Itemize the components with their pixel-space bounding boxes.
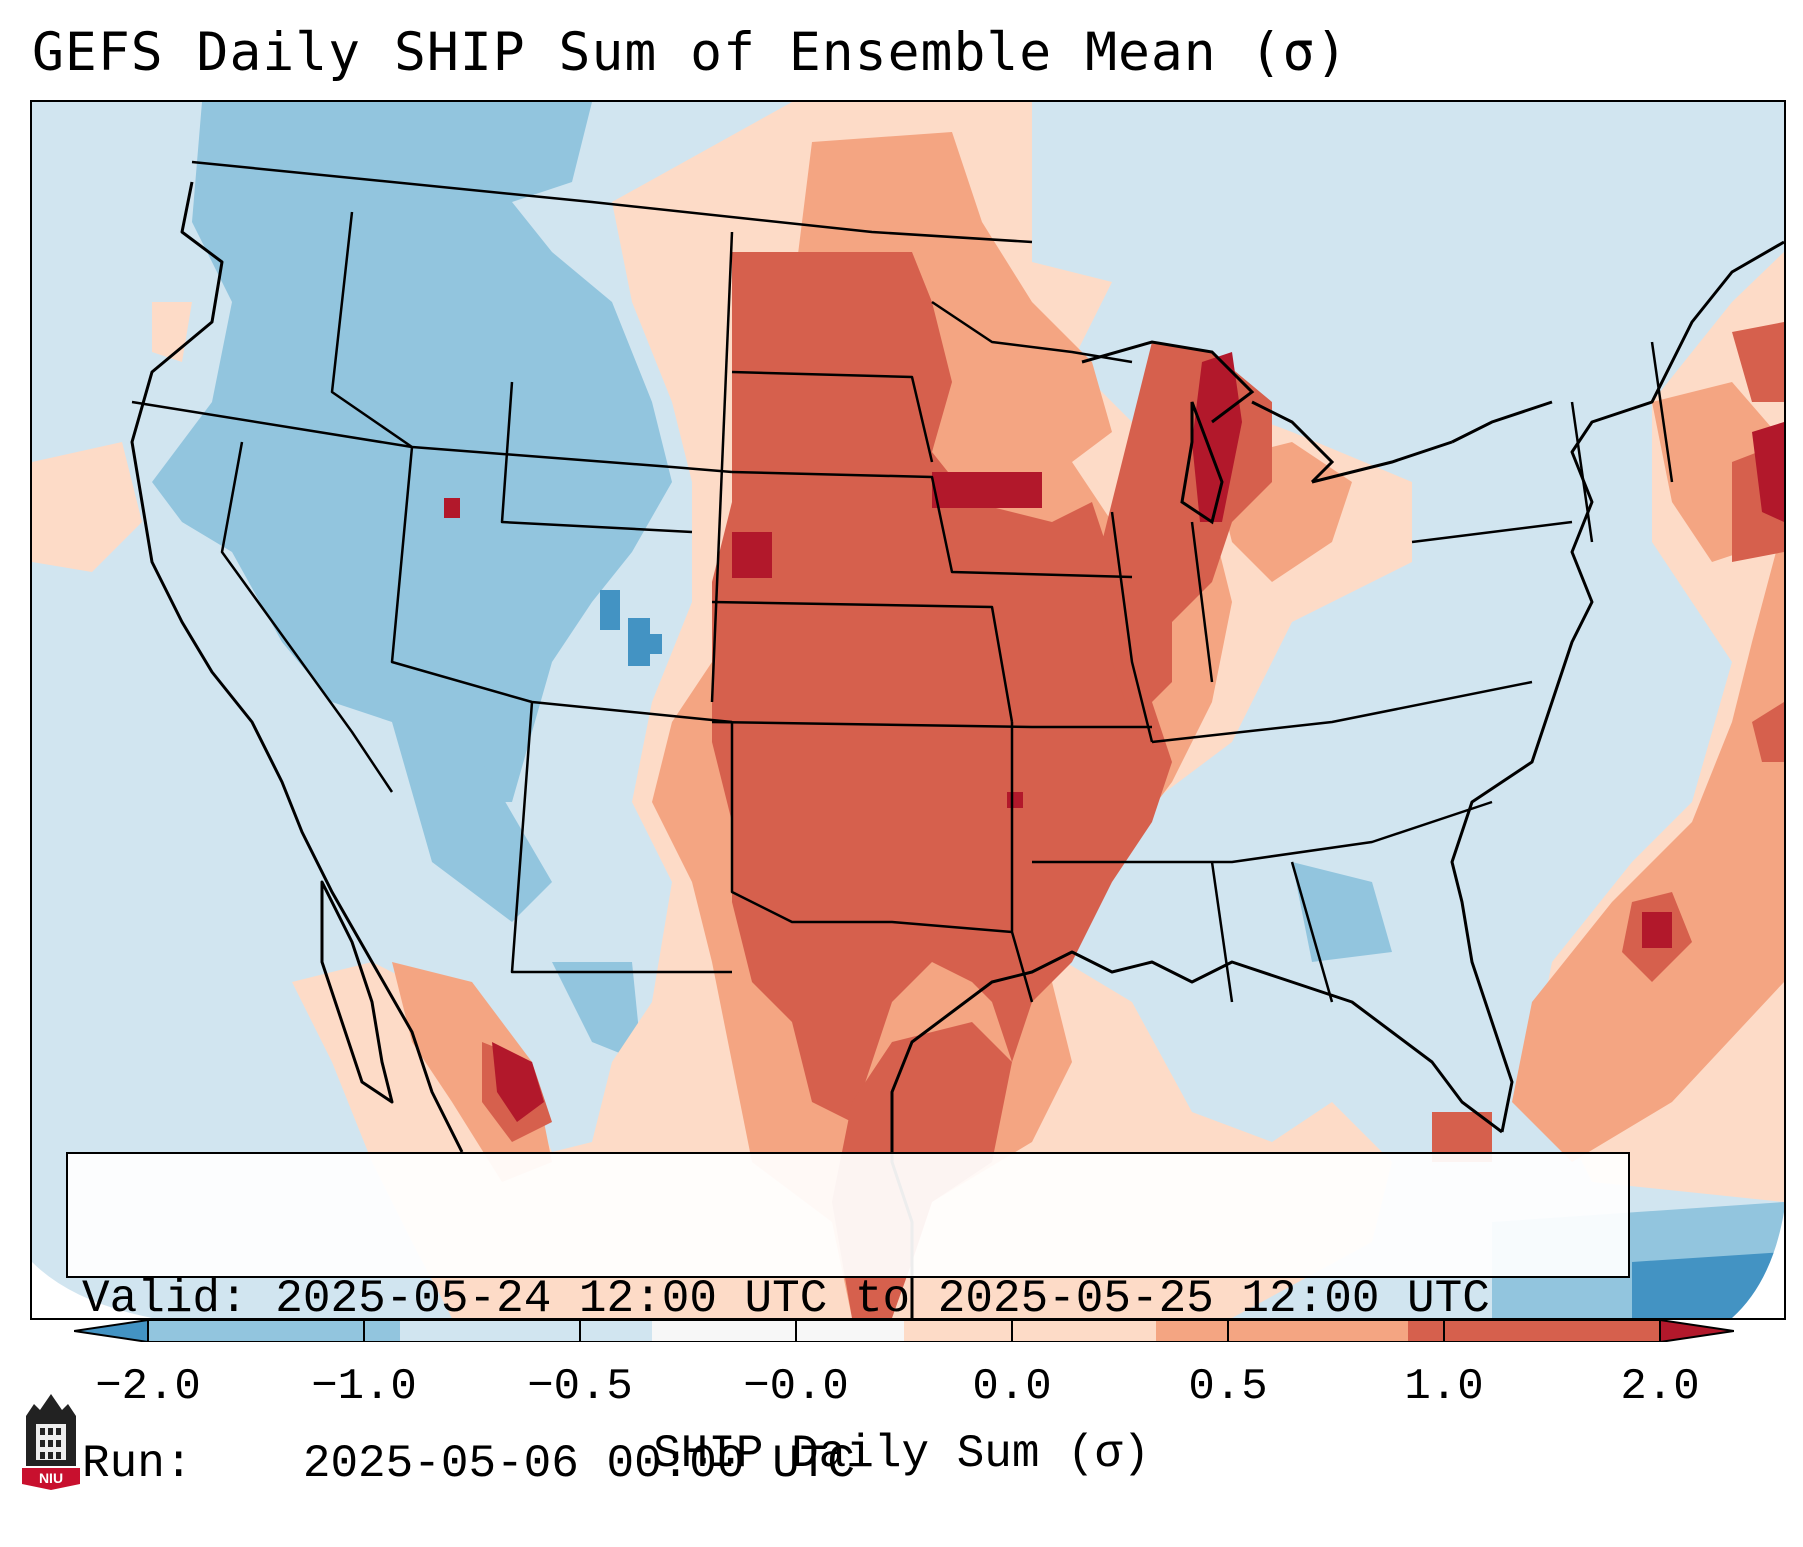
valid-value: 2025-05-24 12:00 UTC to 2025-05-25 12:00…: [275, 1273, 1490, 1325]
map-edge: [32, 1262, 152, 1318]
valid-line: Valid: 2025-05-24 12:00 UTC to 2025-05-2…: [82, 1272, 1628, 1327]
colorbar-tick-label: 0.5: [1188, 1362, 1268, 1412]
map-panel: [30, 100, 1786, 1320]
colorbar-segment: [400, 1320, 653, 1342]
run-value: 2025-05-06 00:00 UTC: [302, 1438, 855, 1490]
great-lakes: [1081, 340, 1553, 525]
valid-run-info-box: Valid: 2025-05-24 12:00 UTC to 2025-05-2…: [66, 1152, 1630, 1490]
strong-negative-anomaly: [600, 590, 1784, 1318]
niu-logo: NIU: [22, 1394, 80, 1490]
colorbar-segment: [148, 1320, 401, 1342]
colorbar-tick-label: −1.0: [311, 1362, 417, 1412]
colorbar-extend-low: [74, 1320, 148, 1342]
map-edge: [1732, 1212, 1784, 1318]
colorbar: [74, 1320, 1734, 1342]
extreme-positive-anomaly: [444, 352, 1784, 1122]
colorbar-tick-label: 0.0: [972, 1362, 1052, 1412]
run-label: Run:: [82, 1438, 193, 1490]
colorbar-segment: [904, 1320, 1157, 1342]
colorbar-tick-label: −0.0: [743, 1362, 849, 1412]
colorbar-tick-label: −2.0: [95, 1362, 201, 1412]
colorbar-tick-label: −0.5: [527, 1362, 633, 1412]
colorbar-extend-outline: [74, 1320, 1734, 1342]
map-title: GEFS Daily SHIP Sum of Ensemble Mean (σ): [32, 22, 1349, 83]
logo-text: NIU: [39, 1470, 63, 1486]
colorbar-segment: [1408, 1320, 1661, 1342]
colorbar-segment: [1156, 1320, 1409, 1342]
colorbar-label: SHIP Daily Sum (σ): [653, 1428, 1150, 1480]
colorbar-tick-label: 2.0: [1620, 1362, 1700, 1412]
colorbar-tick-label: 1.0: [1404, 1362, 1484, 1412]
colorbar-segment: [652, 1320, 905, 1342]
anomaly-map: [32, 102, 1784, 1318]
colorbar-ticks: [147, 1320, 1661, 1342]
colorbar-extend-high: [1660, 1320, 1734, 1342]
coastlines: [130, 181, 1784, 1318]
valid-label: Valid:: [82, 1273, 248, 1325]
colorbar-segments: [148, 1320, 1661, 1342]
run-line: Run: 2025-05-06 00:00 UTC: [82, 1437, 1628, 1492]
state-borders: [131, 160, 1674, 1003]
